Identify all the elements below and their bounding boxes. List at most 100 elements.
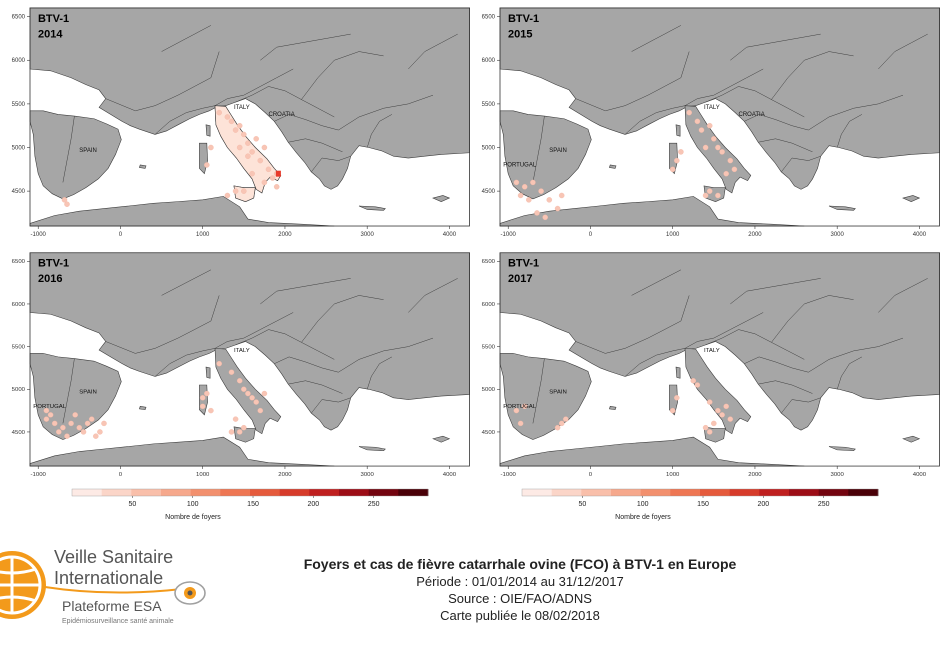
- outbreak-focus: [68, 420, 74, 427]
- outbreak-focus: [686, 109, 692, 116]
- land-shape: [669, 384, 678, 416]
- country-label: ITALY: [234, 105, 250, 111]
- x-tick-label: 4000: [443, 232, 457, 238]
- outbreak-focus: [257, 157, 264, 164]
- panel-year: 2017: [508, 273, 532, 285]
- x-tick-label: 3000: [361, 232, 375, 238]
- outbreak-focus: [554, 425, 561, 431]
- legend-right-svg: 50 100 150 200 250 Nombre de foyers: [521, 488, 879, 521]
- legend-tick-label: 250: [818, 501, 830, 508]
- map-2015: ITALY CROATIA SPAIN PORTUGAL BTV-1 2015 6500 60…: [482, 7, 940, 238]
- x-tick-label: 4000: [443, 472, 457, 478]
- outbreak-focus: [253, 399, 259, 405]
- legend-tick-label: 150: [697, 501, 709, 508]
- land-shape: [684, 348, 752, 435]
- country-border: [684, 312, 764, 349]
- country-border: [260, 278, 351, 305]
- outbreak-focus: [261, 179, 268, 186]
- outbreak-focus: [241, 131, 247, 138]
- country-border: [301, 51, 384, 100]
- outbreak-focus: [80, 429, 87, 435]
- outbreak-focus: [43, 416, 50, 422]
- outbreak-focus: [208, 144, 214, 151]
- outbreak-focus: [241, 188, 247, 194]
- land-shape: [432, 195, 451, 202]
- logo-line2: Internationale: [54, 568, 163, 588]
- country-border: [631, 25, 682, 52]
- y-tick-label: 6500: [482, 15, 496, 21]
- outbreak-focus: [711, 420, 717, 427]
- map-2017: ITALY SPAIN PORTUGAL BTV-1 2017 6500 6000 5500 5…: [482, 252, 940, 478]
- y-tick-label: 4500: [482, 189, 496, 195]
- country-border: [366, 114, 393, 148]
- land-shape: [205, 124, 211, 137]
- panel-label: BTV-1: [38, 13, 69, 25]
- outbreak-focus: [60, 425, 66, 431]
- land-shape: [609, 164, 617, 169]
- outbreak-focus: [64, 201, 70, 207]
- x-tick-label: -1000: [501, 472, 517, 478]
- legend-swatch: [368, 489, 399, 496]
- outbreak-focus: [513, 407, 520, 414]
- outbreak-focus: [715, 192, 721, 199]
- country-border: [705, 86, 805, 118]
- legend-frame: [71, 488, 429, 497]
- outbreak-focus: [690, 378, 697, 384]
- outbreak-focus: [43, 407, 50, 414]
- country-border: [730, 278, 821, 305]
- outbreak-focus: [64, 433, 70, 439]
- country-label: PORTUGAL: [33, 404, 67, 410]
- outbreak-focus: [706, 429, 713, 435]
- country-border: [288, 380, 343, 394]
- y-tick-label: 6000: [482, 302, 496, 308]
- x-tick-label: 3000: [361, 472, 375, 478]
- country-border: [311, 397, 351, 414]
- legend-swatch: [309, 489, 340, 496]
- y-tick-label: 5500: [12, 345, 26, 351]
- outbreak-focus: [558, 192, 565, 199]
- x-tick-label: 2000: [278, 472, 292, 478]
- country-border: [575, 51, 690, 112]
- country-border: [744, 114, 809, 131]
- legend-swatch: [279, 489, 310, 496]
- land-shape: [499, 110, 592, 200]
- eye-icon: [174, 581, 206, 605]
- outbreak-focus: [208, 407, 214, 414]
- outbreak-focus: [216, 109, 222, 116]
- map-panel-2015: ITALY CROATIA SPAIN PORTUGAL BTV-1 2015 6500 60…: [470, 0, 940, 245]
- outbreak-focus: [727, 416, 734, 422]
- outbreak-focus: [236, 144, 243, 151]
- legend-swatch: [250, 489, 281, 496]
- country-border: [408, 33, 458, 70]
- outbreak-focus: [517, 192, 524, 199]
- outbreak-focus: [678, 149, 684, 155]
- outbreak-focus: [236, 429, 243, 435]
- outbreak-focus: [216, 361, 222, 367]
- outbreak-focus: [563, 416, 569, 422]
- country-border: [235, 329, 335, 360]
- land-shape: [499, 436, 805, 467]
- globe-icon: [0, 551, 46, 619]
- legend-title: Nombre de foyers: [165, 514, 221, 521]
- legend-tick-label: 150: [247, 501, 259, 508]
- legend-title: Nombre de foyers: [615, 514, 671, 521]
- map-title: Foyers et cas de fièvre catarrhale ovine…: [303, 556, 737, 572]
- outbreak-focus: [61, 197, 68, 203]
- country-label: CROATIA: [269, 112, 295, 118]
- land-shape: [358, 205, 386, 211]
- legend-swatch: [522, 489, 553, 496]
- country-border: [878, 33, 928, 70]
- country-label: ITALY: [704, 105, 720, 111]
- land-shape: [828, 205, 856, 211]
- legend-swatch: [72, 489, 103, 496]
- outbreak-focus: [56, 429, 62, 435]
- outbreak-focus: [698, 127, 705, 133]
- legend-swatch: [611, 489, 642, 496]
- land-shape: [205, 366, 211, 379]
- country-border: [730, 33, 821, 61]
- country-border: [62, 116, 75, 183]
- outbreak-focus: [261, 144, 268, 151]
- legend-swatch: [789, 489, 820, 496]
- outbreak-focus: [530, 179, 536, 186]
- panel-year: 2014: [38, 29, 63, 41]
